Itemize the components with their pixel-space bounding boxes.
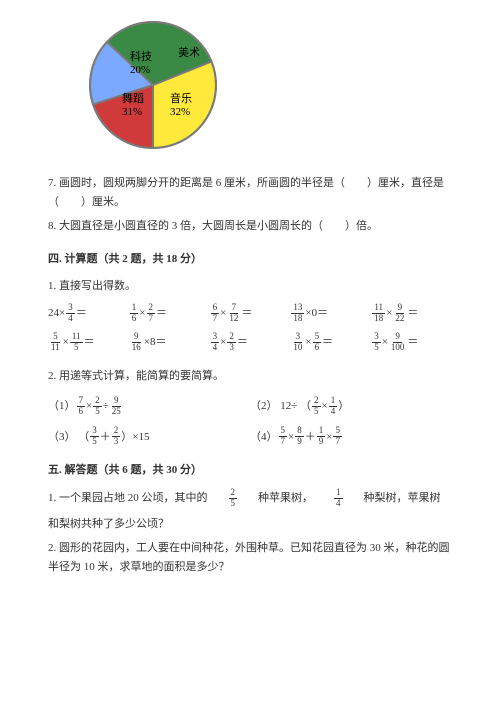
mental-math-row-2: 511×115＝916×8＝34×23＝310×56＝35×9100＝ — [48, 332, 452, 353]
calc-2: （2） 12÷ （25×14） — [250, 396, 452, 417]
sec5-q1-line2: 和梨树共种了多少公顷？ — [48, 515, 452, 534]
pie-chart: 科技20% 舞蹈31% 音乐32% 美术 — [48, 20, 452, 150]
svg-text:20%: 20% — [130, 64, 150, 76]
section-5-title: 五. 解答题（共 6 题，共 30 分） — [48, 461, 452, 480]
svg-text:科技: 科技 — [130, 49, 152, 63]
svg-text:美术: 美术 — [178, 46, 200, 59]
calc-row-2: （3） （35＋23）×15 （4） 57×89＋19×57 — [48, 426, 452, 447]
svg-text:音乐: 音乐 — [170, 91, 192, 105]
calc-row-1: （1） 76×25÷925 （2） 12÷ （25×14） — [48, 396, 452, 417]
section-4-title: 四. 计算题（共 2 题，共 18 分） — [48, 250, 452, 269]
sec4-q2: 2. 用递等式计算，能简算的要简算。 — [48, 367, 452, 386]
svg-text:31%: 31% — [122, 106, 142, 118]
question-7: 7. 画圆时，圆规两脚分开的距离是 6 厘米，所画圆的半径是（ ）厘米，直径是（… — [48, 174, 452, 211]
calc-3: （3） （35＋23）×15 — [48, 426, 250, 447]
sec5-q1-line1: 1. 一个果园占地 20 公顷，其中的25种苹果树，14种梨树，苹果树 — [48, 488, 452, 509]
svg-text:32%: 32% — [170, 106, 190, 118]
question-8: 8. 大圆直径是小圆直径的 3 倍，大圆周长是小圆周长的（ ）倍。 — [48, 217, 452, 236]
sec5-q2: 2. 圆形的花园内，工人要在中间种花，外围种草。已知花园直径为 30 米，种花的… — [48, 539, 452, 576]
calc-1: （1） 76×25÷925 — [48, 396, 250, 417]
svg-text:舞蹈: 舞蹈 — [122, 92, 144, 105]
calc-4: （4） 57×89＋19×57 — [250, 426, 452, 447]
mental-math-row-1: 24×34＝16×27＝67×712＝1318×0＝1118×922＝ — [48, 303, 452, 324]
sec4-q1: 1. 直接写出得数。 — [48, 277, 452, 296]
